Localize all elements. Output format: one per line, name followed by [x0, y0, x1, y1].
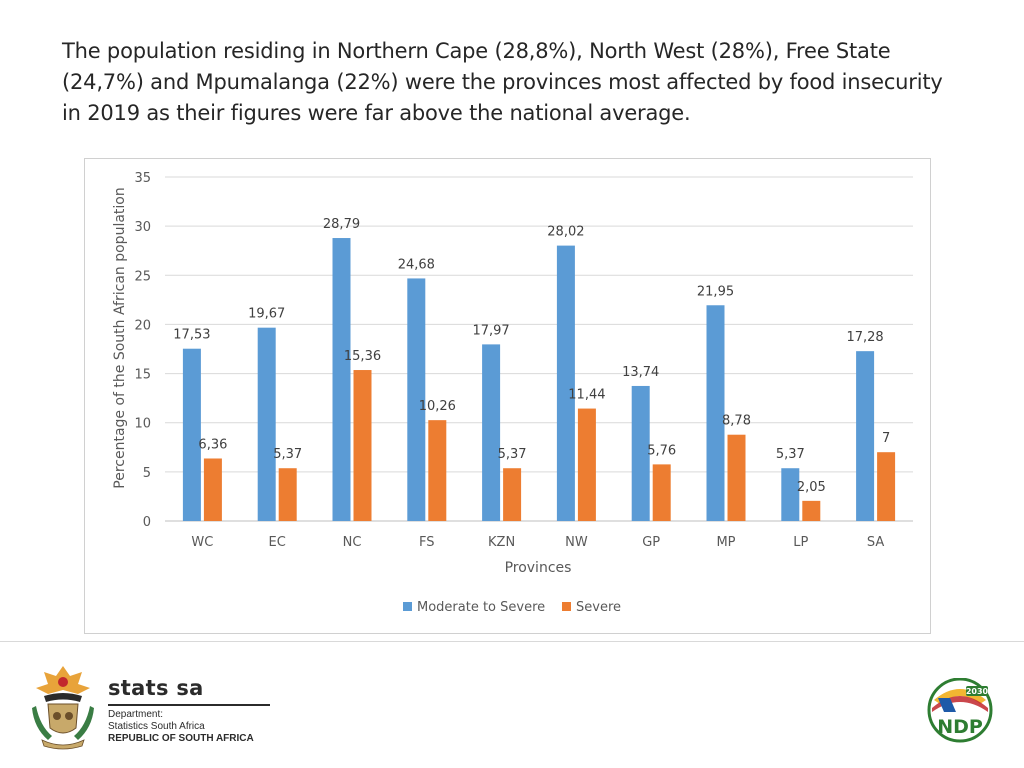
- bar-severe-lp: [802, 500, 821, 521]
- x-tick-label: GP: [642, 535, 660, 550]
- brand-rule: [108, 704, 270, 706]
- y-tick-label: 25: [134, 269, 151, 284]
- x-axis-ticks: WC EC NC FS KZN NW GP MP LP SA: [191, 535, 884, 550]
- x-tick-label: WC: [191, 535, 213, 550]
- ndp-text: NDP: [937, 716, 983, 738]
- x-tick-label: SA: [867, 535, 884, 550]
- bar-moderate-to-severe-nw: [556, 245, 575, 521]
- x-tick-label: EC: [269, 535, 286, 550]
- data-label: 11,44: [568, 388, 605, 403]
- organisation-line: Statistics South Africa: [108, 721, 205, 732]
- bar-severe-wc: [203, 458, 222, 521]
- bar-moderate-to-severe-fs: [407, 278, 426, 521]
- bar-severe-nw: [577, 408, 596, 521]
- legend-label: Moderate to Severe: [417, 600, 545, 615]
- data-label: 13,74: [622, 365, 659, 380]
- department-line: Department:: [108, 709, 164, 720]
- y-axis-ticks: 0 5 10 15 20 25 30 35: [134, 171, 151, 530]
- data-label: 17,53: [173, 328, 210, 343]
- y-tick-label: 20: [134, 318, 151, 333]
- gridlines: [165, 176, 913, 522]
- data-label: 28,02: [547, 225, 584, 240]
- y-tick-label: 15: [134, 368, 151, 383]
- x-axis-title: Provinces: [505, 560, 572, 576]
- data-label: 15,36: [344, 349, 381, 364]
- data-label: 24,68: [398, 257, 435, 272]
- bar-severe-sa: [877, 452, 896, 521]
- x-tick-label: LP: [793, 535, 808, 550]
- x-tick-label: MP: [716, 535, 735, 550]
- bar-chart: 0 5 10 15 20 25 30 35 17,53 6,36 19,67 5,37 28,79 15…: [112, 171, 913, 615]
- bar-moderate-to-severe-sa: [856, 351, 875, 521]
- data-label: 5,37: [273, 447, 302, 462]
- data-label: 17,97: [472, 323, 509, 338]
- data-label: 5,76: [647, 443, 676, 458]
- data-label: 28,79: [323, 217, 360, 232]
- bar-severe-mp: [727, 434, 746, 521]
- data-label: 10,26: [419, 399, 456, 414]
- bar-moderate-to-severe-wc: [182, 348, 201, 521]
- data-label: 6,36: [198, 437, 227, 452]
- data-label: 21,95: [697, 284, 734, 299]
- legend-swatch: [562, 602, 571, 611]
- bar-severe-ec: [278, 468, 297, 521]
- legend-label: Severe: [576, 600, 621, 615]
- y-axis-title: Percentage of the South African populati…: [112, 187, 128, 488]
- legend: Moderate to Severe Severe: [403, 600, 621, 615]
- bar-severe-gp: [652, 464, 671, 521]
- data-label: 19,67: [248, 307, 285, 322]
- x-tick-label: NW: [565, 535, 588, 550]
- footer-divider: [0, 641, 1024, 642]
- bar-moderate-to-severe-gp: [631, 385, 650, 521]
- country-line: REPUBLIC OF SOUTH AFRICA: [108, 733, 254, 744]
- legend-swatch: [403, 602, 412, 611]
- chart-container: 0 5 10 15 20 25 30 35 17,53 6,36 19,67 5,37 28,79 15…: [84, 158, 931, 634]
- brand-name: stats sa: [108, 676, 204, 700]
- bar-moderate-to-severe-nc: [332, 238, 351, 521]
- data-label: 8,78: [722, 414, 751, 429]
- bar-severe-kzn: [503, 468, 522, 521]
- y-tick-label: 5: [143, 466, 151, 481]
- bar-moderate-to-severe-mp: [706, 305, 725, 521]
- x-tick-label: KZN: [488, 535, 515, 550]
- bar-moderate-to-severe-lp: [781, 468, 800, 521]
- data-labels: 17,53 6,36 19,67 5,37 28,79 15,36 24,68 10,26 17…: [173, 217, 890, 495]
- ndp-logo-icon: 2030 NDP: [924, 677, 996, 751]
- y-tick-label: 10: [134, 417, 151, 432]
- bar-severe-nc: [353, 370, 372, 521]
- bar-moderate-to-severe-kzn: [482, 344, 501, 521]
- stats-sa-brand: stats sa Department: Statistics South Af…: [108, 676, 270, 745]
- bar-moderate-to-severe-ec: [257, 327, 276, 521]
- data-label: 5,37: [498, 447, 527, 462]
- bar-severe-fs: [428, 420, 447, 521]
- x-tick-label: NC: [343, 535, 362, 550]
- ndp-year: 2030: [966, 687, 989, 696]
- x-tick-label: FS: [419, 535, 435, 550]
- y-tick-label: 35: [134, 171, 151, 186]
- data-label: 5,37: [776, 447, 805, 462]
- y-tick-label: 0: [143, 515, 151, 530]
- y-tick-label: 30: [134, 220, 151, 235]
- page-headline: The population residing in Northern Cape…: [62, 39, 943, 125]
- data-label: 17,28: [846, 330, 883, 345]
- data-label: 7: [882, 431, 890, 446]
- data-label: 2,05: [797, 480, 826, 495]
- bars: [182, 238, 896, 521]
- coat-of-arms-icon: [30, 662, 96, 757]
